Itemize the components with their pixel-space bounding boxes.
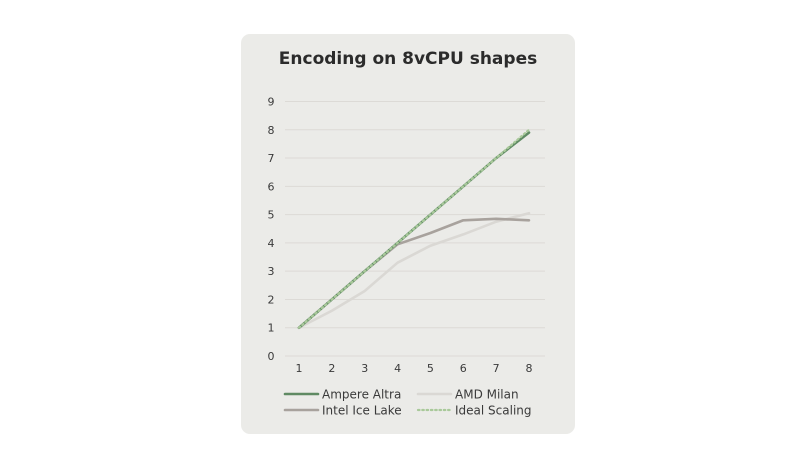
x-tick-label-4: 4 bbox=[394, 362, 401, 375]
series-layer bbox=[297, 128, 531, 330]
x-tick-label-6: 6 bbox=[460, 362, 467, 375]
y-tick-label-1: 1 bbox=[268, 322, 275, 335]
legend-label-intel-ice-lake: Intel Ice Lake bbox=[322, 404, 402, 418]
series-line-amd-milan bbox=[297, 211, 531, 330]
axis-layer: 0 1 2 3 4 5 6 7 8 9 1 2 3 4 5 6 7 8 bbox=[268, 96, 533, 376]
legend-label-amd-milan: AMD Milan bbox=[455, 388, 519, 402]
chart-title: Encoding on 8vCPU shapes bbox=[278, 49, 538, 69]
grid-layer bbox=[285, 101, 545, 357]
series-line-ideal-scaling bbox=[297, 128, 531, 329]
y-tick-label-3: 3 bbox=[268, 265, 275, 278]
y-tick-label-8: 8 bbox=[268, 124, 275, 137]
y-tick-label-9: 9 bbox=[268, 96, 275, 109]
y-tick-label-7: 7 bbox=[268, 152, 275, 165]
legend-label-ideal-scaling: Ideal Scaling bbox=[455, 404, 532, 418]
x-tick-label-8: 8 bbox=[526, 362, 533, 375]
y-tick-label-6: 6 bbox=[268, 180, 275, 193]
x-tick-label-3: 3 bbox=[361, 362, 368, 375]
chart-card: Encoding on 8vCPU shapes 0 1 2 3 4 5 6 7 8 9 1 2 3 4 5… bbox=[241, 34, 575, 434]
y-tick-label-4: 4 bbox=[268, 237, 275, 250]
x-tick-label-2: 2 bbox=[328, 362, 335, 375]
x-tick-label-5: 5 bbox=[427, 362, 434, 375]
line-chart: 0 1 2 3 4 5 6 7 8 9 1 2 3 4 5 6 7 8 Ampere Altra AMD Milan… bbox=[268, 96, 545, 418]
y-tick-label-0: 0 bbox=[268, 350, 275, 363]
legend-layer: Ampere Altra AMD Milan Intel Ice Lake Ideal… bbox=[283, 388, 532, 418]
legend-label-ampere-altra: Ampere Altra bbox=[322, 388, 401, 402]
x-tick-label-1: 1 bbox=[296, 362, 303, 375]
y-tick-label-5: 5 bbox=[268, 209, 275, 222]
x-tick-label-7: 7 bbox=[493, 362, 500, 375]
y-tick-label-2: 2 bbox=[268, 293, 275, 306]
series-line-intel-ice-lake bbox=[297, 217, 531, 330]
